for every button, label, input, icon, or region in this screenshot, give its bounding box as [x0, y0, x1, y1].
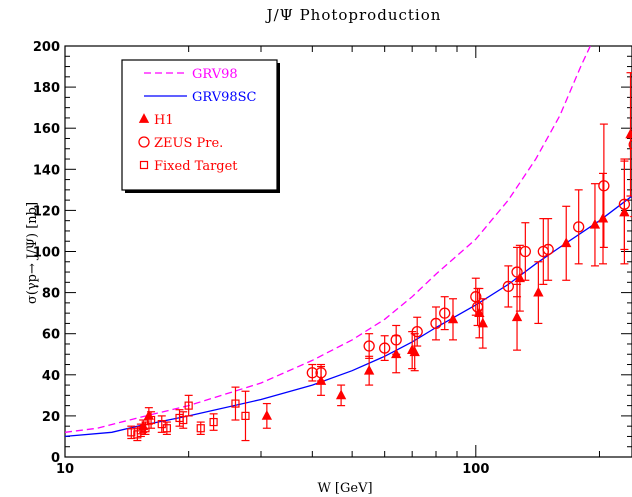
- zeus-pre-point: [390, 334, 402, 346]
- zeus-pre-point: [628, 139, 632, 150]
- h1-point: [363, 364, 375, 375]
- fixed-target-point: [162, 424, 171, 433]
- x-axis-label: W [GeV]: [317, 481, 372, 496]
- h1-point: [409, 346, 420, 357]
- zeus-pre-point: [542, 243, 554, 256]
- legend-marker-zeus-pre: [138, 136, 150, 148]
- curve-grv98sc: [65, 195, 632, 438]
- legend: GRV98 GRV98SC H1 ZEUS Pre. Fixed Target: [121, 59, 280, 193]
- y-tick-label: 200: [33, 40, 60, 55]
- x-tick-label: 10: [56, 462, 74, 477]
- y-axis-label: σ(γp→ J/Ψ) [nb]: [25, 202, 40, 304]
- y-tick-label: 100: [33, 246, 60, 261]
- h1-point: [597, 212, 609, 223]
- fixed-target-point: [184, 401, 193, 410]
- legend-label-grv98: GRV98: [192, 67, 238, 82]
- x-tick-label: 100: [462, 462, 489, 477]
- zeus-pre-point: [471, 301, 484, 313]
- chart-title: J/Ψ Photoproduction: [265, 6, 442, 24]
- zeus-pre-point: [502, 280, 514, 293]
- y-tick-label: 120: [33, 204, 60, 219]
- zeus-pre-point: [573, 221, 585, 233]
- y-tick-label: 80: [42, 287, 60, 302]
- h1-point: [589, 218, 601, 229]
- fixed-target-point: [231, 399, 240, 408]
- zeus-pre-point: [306, 367, 318, 379]
- zeus-pre-point: [430, 317, 442, 330]
- zeus-pre-point: [439, 307, 451, 319]
- h1-point: [335, 389, 347, 400]
- h1-point: [561, 237, 572, 248]
- legend-label-zeus-pre: ZEUS Pre.: [154, 136, 223, 151]
- zeus-pre-point: [363, 340, 375, 352]
- y-tick-label: 160: [33, 122, 60, 137]
- h1-point: [511, 311, 523, 322]
- zeus-pre-point: [411, 325, 423, 338]
- fixed-target-point: [179, 415, 188, 425]
- zeus-pre-point: [618, 198, 631, 210]
- y-tick-label: 60: [42, 328, 60, 343]
- fixed-target-point: [136, 426, 145, 435]
- fixed-target-point: [146, 415, 156, 425]
- legend-label-grv98sc: GRV98SC: [192, 90, 257, 105]
- zeus-pre-point: [379, 342, 391, 354]
- h1-point: [261, 410, 273, 420]
- h1-point: [477, 317, 488, 328]
- fixed-target-point: [209, 417, 218, 427]
- curve-grv98: [65, 46, 591, 433]
- fixed-target-point: [241, 411, 250, 420]
- y-tick-label: 20: [42, 410, 60, 425]
- fixed-target-point: [196, 424, 205, 433]
- h1-point: [447, 313, 459, 324]
- y-tick-label: 40: [42, 369, 60, 384]
- h1-point: [625, 128, 632, 139]
- zeus-pre-point: [315, 367, 327, 379]
- fixed-target-point: [157, 420, 166, 429]
- y-tick-label: 180: [33, 81, 60, 96]
- legend-marker-h1: [138, 113, 150, 123]
- zeus-pre-point: [511, 266, 523, 278]
- legend-marker-fixed-target: [139, 160, 149, 170]
- legend-label-fixed-target: Fixed Target: [154, 159, 238, 174]
- legend-label-h1: H1: [154, 113, 174, 128]
- h1-point: [533, 286, 544, 297]
- fixed-target-point: [127, 428, 136, 437]
- zeus-pre-point: [519, 245, 531, 258]
- plot-area: 0 20 40 60 80 100 120 140 160 180 200 10 100: [33, 40, 632, 477]
- zeus-pre-point: [598, 180, 610, 192]
- y-tick-label: 140: [33, 163, 60, 178]
- y-tick-label: 0: [51, 451, 60, 466]
